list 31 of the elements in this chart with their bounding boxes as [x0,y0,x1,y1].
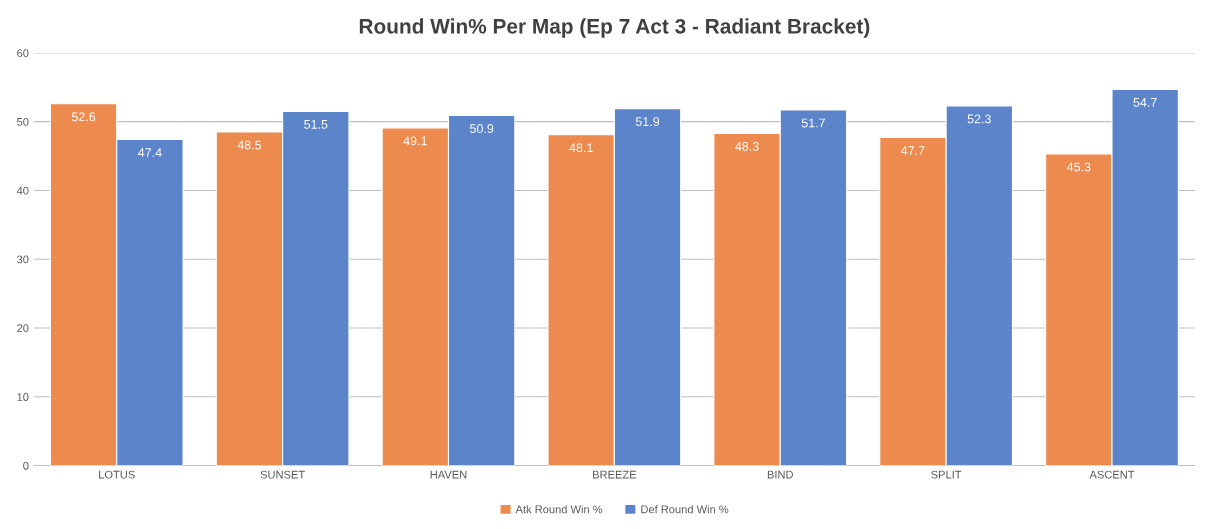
chart-title: Round Win% Per Map (Ep 7 Act 3 - Radiant Bracket) [359,18,870,38]
y-tick-label: 10 [17,393,29,401]
legend-label: Atk Round Win % [515,505,603,514]
data-label: 51.5 [304,120,328,129]
data-label: 49.1 [403,136,427,146]
x-tick-label: BREEZE [593,470,637,479]
data-label: 52.3 [967,114,991,124]
y-tick-label: 30 [17,255,29,264]
data-label: 51.9 [635,117,660,127]
data-label: 54.7 [1133,98,1157,107]
data-label: 48.1 [569,143,593,153]
x-tick-label: SPLIT [931,470,962,479]
data-label: 50.9 [470,124,494,133]
data-label: 52.6 [71,112,96,122]
legend-label: Def Round Win % [641,505,729,514]
data-label: 48.5 [237,140,262,150]
x-tick-label: ASCENT [1089,470,1135,479]
x-tick-label: HAVEN [430,470,467,479]
y-tick-label: 0 [23,461,29,470]
x-tick-label: SUNSET [260,470,305,479]
data-label: 47.4 [138,148,162,157]
y-tick-label: 40 [16,186,29,195]
data-label: 48.3 [735,141,759,151]
y-tick-label: 20 [17,324,29,333]
x-tick-label: BIND [767,470,793,479]
y-tick-label: 60 [17,49,29,58]
data-label: 47.7 [901,146,925,155]
data-label: 51.7 [801,118,825,128]
data-label: 45.3 [1066,162,1091,172]
x-tick-label: LOTUS [99,470,135,479]
y-tick-label: 50 [17,117,29,126]
